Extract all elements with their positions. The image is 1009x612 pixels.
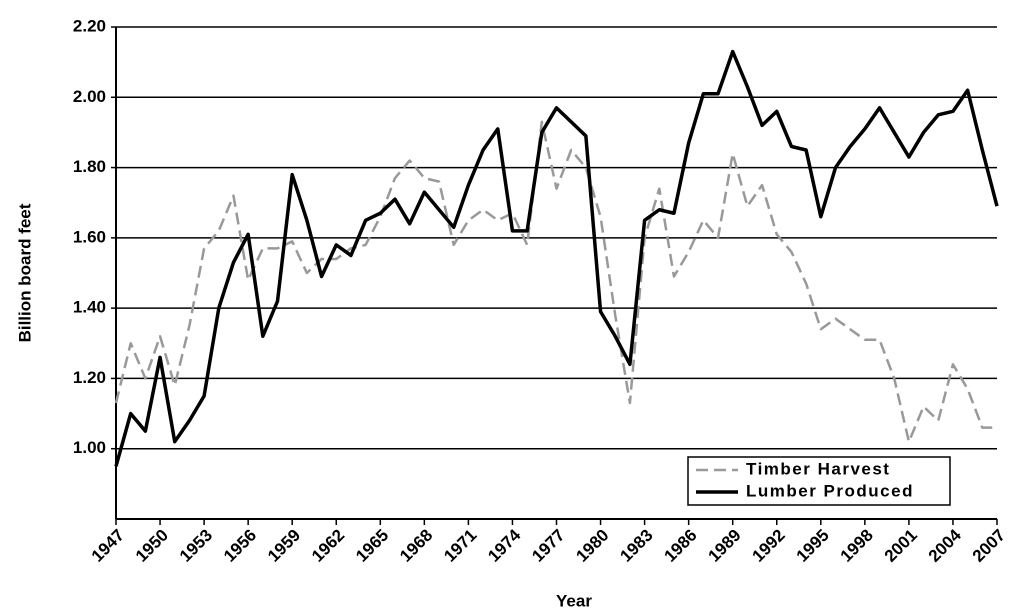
series-line: [114, 49, 999, 467]
x-tick-label: 1971: [440, 526, 480, 566]
x-axis-title: Year: [556, 591, 592, 610]
x-tick-label: 1953: [176, 526, 216, 566]
x-tick-label: 2004: [925, 525, 966, 566]
x-tick-label: 1959: [264, 526, 304, 566]
x-tick-label: 1995: [793, 526, 833, 566]
y-tick-label: 2.00: [73, 87, 106, 106]
y-tick-label: 1.00: [73, 438, 106, 457]
y-axis-title: Billion board feet: [15, 203, 34, 342]
y-tick-label: 1.40: [73, 298, 106, 317]
x-tick-label: 2001: [881, 526, 921, 566]
x-tick-label: 2007: [969, 526, 1009, 566]
x-tick-label: 1998: [837, 526, 877, 566]
x-tick-label: 1983: [616, 526, 656, 566]
y-tick-label: 1.20: [73, 368, 106, 387]
legend-box: [687, 456, 951, 506]
x-tick-label: 1992: [749, 526, 789, 566]
x-tick-label: 1947: [88, 526, 128, 566]
x-tick-label: 1974: [484, 525, 525, 566]
y-tick-label: 2.20: [73, 16, 106, 35]
x-tick-label: 1965: [352, 526, 392, 566]
x-tick-label: 1980: [572, 526, 612, 566]
x-tick-label: 1956: [220, 526, 260, 566]
x-tick-label: 1989: [705, 526, 745, 566]
x-tick-label: 1986: [660, 526, 700, 566]
legend-label: Timber Harvest: [746, 459, 890, 478]
series-line: [114, 120, 997, 443]
legend-label: Lumber Produced: [746, 481, 914, 500]
x-tick-label: 1968: [396, 526, 436, 566]
x-tick-label: 1950: [132, 526, 172, 566]
x-tick-label: 1962: [308, 526, 348, 566]
y-tick-label: 1.80: [73, 157, 106, 176]
y-tick-label: 1.60: [73, 227, 106, 246]
x-tick-label: 1977: [528, 526, 568, 566]
legend: Timber Harvest Lumber Produced: [687, 456, 951, 506]
